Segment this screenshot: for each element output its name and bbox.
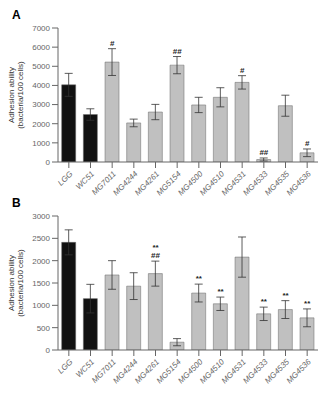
- html-text:A: A: [12, 8, 21, 22]
- svg-text:2000: 2000: [32, 257, 50, 266]
- svg-text:3000: 3000: [32, 212, 50, 221]
- html-text:B: B: [12, 196, 21, 210]
- svg-text:1000: 1000: [32, 139, 50, 148]
- svg-text:WC51: WC51: [74, 357, 97, 380]
- svg-text:**: **: [152, 243, 159, 252]
- svg-text:MG4536: MG4536: [285, 357, 313, 384]
- svg-text:2500: 2500: [32, 234, 50, 243]
- svg-text:##: ##: [173, 47, 182, 56]
- svg-text:3000: 3000: [32, 100, 50, 109]
- svg-text:0: 0: [46, 346, 51, 355]
- svg-text:500: 500: [37, 324, 51, 333]
- svg-text:MG4536: MG4536: [285, 169, 313, 196]
- svg-text:##: ##: [151, 251, 160, 260]
- svg-text:**: **: [304, 299, 311, 308]
- svg-text:WC51: WC51: [74, 169, 97, 192]
- svg-text:4000: 4000: [32, 81, 50, 90]
- svg-text:6000: 6000: [32, 43, 50, 52]
- svg-text:##: ##: [259, 148, 268, 157]
- svg-text:1500: 1500: [32, 279, 50, 288]
- svg-text:Adhesion ability(bacteria/100: Adhesion ability(bacteria/100 cells): [8, 249, 25, 317]
- svg-text:**: **: [261, 297, 268, 306]
- svg-text:1000: 1000: [32, 301, 50, 310]
- svg-text:**: **: [196, 274, 203, 283]
- svg-text:5000: 5000: [32, 62, 50, 71]
- svg-text:Adhesion ability(bacteria/100: Adhesion ability(bacteria/100 cells): [8, 61, 25, 129]
- svg-text:2000: 2000: [32, 120, 50, 129]
- svg-text:#: #: [240, 66, 245, 75]
- svg-text:#: #: [110, 39, 115, 48]
- svg-text:7000: 7000: [32, 24, 50, 33]
- svg-text:**: **: [282, 291, 289, 300]
- svg-text:LGG: LGG: [56, 169, 74, 187]
- svg-text:0: 0: [46, 158, 51, 167]
- svg-text:LGG: LGG: [56, 357, 74, 375]
- svg-text:**: **: [217, 287, 224, 296]
- svg-text:#: #: [305, 139, 310, 148]
